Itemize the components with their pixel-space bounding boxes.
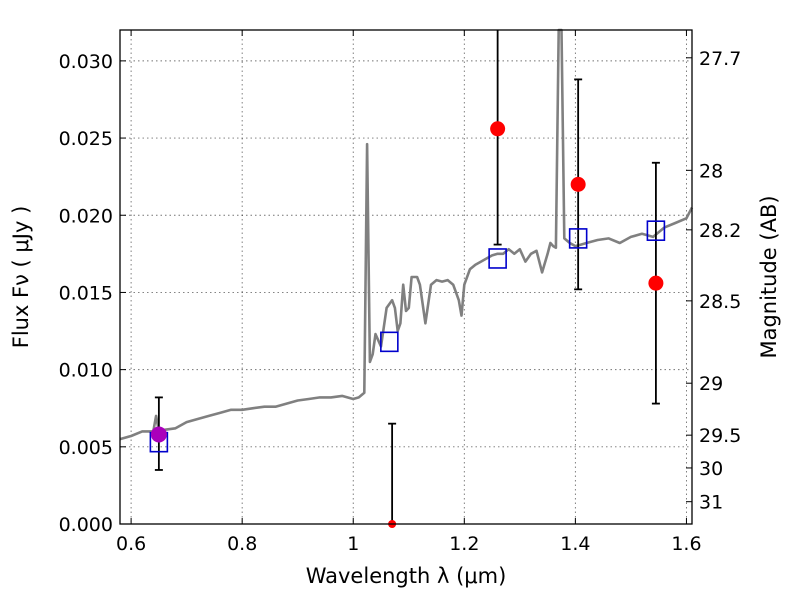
axis-ticks: 0.6 0.8 1 1.2 1.4 1.6 0.000 0.005 0.010 0.015 0.02… (59, 30, 741, 555)
right-tick-label: 30 (699, 458, 723, 480)
right-tick-label: 29.5 (699, 425, 741, 447)
y-tick-label: 0.000 (59, 514, 113, 536)
spectrum-layer (119, 28, 694, 441)
x-tick-label: 1.6 (671, 533, 701, 555)
grid-lines (120, 30, 692, 525)
detection-point (490, 121, 506, 137)
y-tick-label: 0.010 (59, 360, 113, 382)
y-tick-label: 0.030 (59, 51, 113, 73)
points-layer (149, 30, 666, 528)
model-band-square (488, 248, 507, 269)
right-tick-label: 28.5 (699, 291, 741, 313)
plot-frame (119, 29, 693, 525)
x-tick-label: 1 (347, 533, 359, 555)
model-band-square (380, 331, 399, 353)
right-tick-label: 29 (699, 373, 723, 395)
right-tick-label: 31 (699, 492, 723, 514)
model-band-square (646, 220, 666, 241)
spectrum-line (119, 28, 694, 441)
x-tick-label: 0.8 (227, 533, 257, 555)
model-band-square (568, 228, 588, 249)
detection-point (648, 275, 664, 291)
y-tick-label: 0.005 (59, 437, 113, 459)
y-tick-label: 0.015 (59, 282, 113, 304)
right-tick-label: 27.7 (699, 48, 741, 70)
x-tick-label: 0.6 (116, 533, 146, 555)
detection-point (570, 176, 586, 192)
y-axis-title: Flux Fν ( μJy ) (9, 206, 33, 349)
x-tick-label: 1.2 (449, 533, 479, 555)
right-tick-label: 28.2 (699, 220, 741, 242)
y-tick-label: 0.020 (59, 205, 113, 227)
right-tick-label: 28 (699, 160, 723, 182)
x-tick-label: 1.4 (560, 533, 590, 555)
right-axis-title: Magnitude (AB) (757, 195, 781, 358)
x-axis-title: Wavelength λ (μm) (306, 564, 507, 588)
y-tick-label: 0.025 (59, 128, 113, 150)
highlighted-point (150, 426, 167, 443)
